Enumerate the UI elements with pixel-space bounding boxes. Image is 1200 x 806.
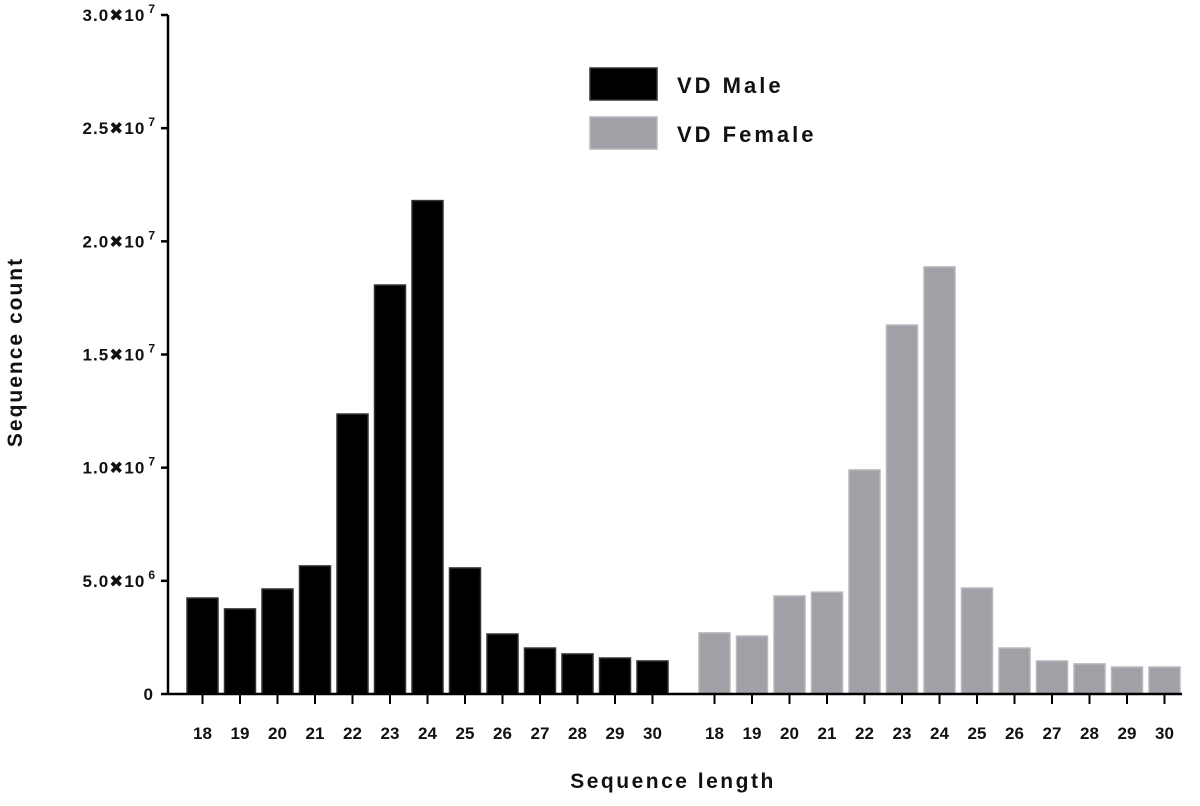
y-tick-label: 2.5✖10 7 bbox=[83, 115, 156, 138]
bar-female-18 bbox=[698, 632, 731, 695]
bar-male-22 bbox=[336, 413, 369, 695]
y-tick-label: 2.0✖10 7 bbox=[83, 228, 156, 251]
y-axis: 0 5.0✖10 6 1.0✖10 7 1.5✖10 7 2.0✖10 7 2.5✖10 7 3.0✖… bbox=[83, 2, 170, 704]
y-tick-label: 5.0✖10 6 bbox=[83, 568, 156, 591]
bar-male-30 bbox=[636, 660, 669, 695]
x-tick-label: 28 bbox=[568, 724, 587, 743]
x-tick-label: 20 bbox=[780, 724, 799, 743]
x-tick-label: 20 bbox=[268, 724, 287, 743]
bars bbox=[186, 199, 1181, 695]
y-axis-label: Sequence count bbox=[4, 257, 27, 447]
x-axis: 18 19 20 21 22 23 24 25 26 27 28 29 30 18 19 20 21 22 23 24… bbox=[168, 692, 1182, 743]
bar-male-19 bbox=[223, 608, 257, 695]
legend-label: VD Male bbox=[677, 73, 784, 98]
x-tick-label: 27 bbox=[1043, 724, 1062, 743]
x-tick-label: 25 bbox=[968, 724, 987, 743]
x-tick-label: 25 bbox=[456, 724, 475, 743]
x-tick-label: 22 bbox=[343, 724, 362, 743]
bar-female-21 bbox=[810, 591, 844, 695]
legend-label: VD Female bbox=[677, 122, 817, 147]
bar-male-24 bbox=[411, 199, 444, 695]
x-tick-label: 21 bbox=[818, 724, 837, 743]
x-tick-label: 29 bbox=[606, 724, 625, 743]
bar-female-20 bbox=[773, 595, 806, 695]
x-tick-label: 18 bbox=[705, 724, 724, 743]
bar-female-23 bbox=[885, 324, 919, 695]
bar-female-19 bbox=[735, 635, 769, 695]
x-tick-label: 24 bbox=[418, 724, 437, 743]
legend-swatch bbox=[589, 67, 658, 101]
x-tick-label: 26 bbox=[1005, 724, 1024, 743]
bar-female-28 bbox=[1073, 663, 1106, 695]
x-tick-label: 29 bbox=[1118, 724, 1137, 743]
bar-female-26 bbox=[998, 647, 1031, 695]
bar-male-26 bbox=[486, 633, 519, 695]
bar-female-22 bbox=[848, 469, 881, 695]
x-tick-label: 21 bbox=[306, 724, 325, 743]
x-tick-label: 23 bbox=[381, 724, 400, 743]
bar-male-20 bbox=[261, 588, 294, 695]
bar-male-18 bbox=[186, 597, 219, 695]
x-tick-label: 24 bbox=[930, 724, 949, 743]
x-tick-label: 23 bbox=[893, 724, 912, 743]
y-tick-label: 1.5✖10 7 bbox=[83, 342, 156, 365]
y-tick-label: 1.0✖10 7 bbox=[83, 455, 156, 478]
x-tick-label: 27 bbox=[531, 724, 550, 743]
x-tick-label: 22 bbox=[855, 724, 874, 743]
x-tick-label: 30 bbox=[1155, 724, 1174, 743]
bar-female-25 bbox=[960, 587, 994, 695]
bar-male-25 bbox=[448, 567, 482, 695]
bar-male-23 bbox=[373, 284, 407, 695]
bar-female-30 bbox=[1148, 666, 1181, 695]
bar-male-27 bbox=[523, 647, 557, 695]
bar-female-24 bbox=[923, 266, 956, 695]
legend: VD Male VD Female bbox=[589, 67, 817, 150]
x-tick-label: 30 bbox=[643, 724, 662, 743]
bar-female-27 bbox=[1035, 660, 1069, 695]
bar-male-28 bbox=[561, 653, 594, 695]
x-tick-label: 19 bbox=[743, 724, 762, 743]
x-tick-label: 26 bbox=[493, 724, 512, 743]
x-tick-label: 28 bbox=[1080, 724, 1099, 743]
bar-male-21 bbox=[298, 565, 332, 695]
y-tick-label: 3.0✖10 7 bbox=[83, 2, 156, 25]
bar-female-29 bbox=[1110, 666, 1144, 695]
legend-swatch bbox=[589, 116, 658, 150]
x-tick-label: 19 bbox=[231, 724, 250, 743]
y-tick-label: 0 bbox=[144, 685, 154, 704]
x-axis-label: Sequence length bbox=[570, 770, 776, 793]
bar-male-29 bbox=[598, 657, 632, 695]
x-tick-label: 18 bbox=[193, 724, 212, 743]
